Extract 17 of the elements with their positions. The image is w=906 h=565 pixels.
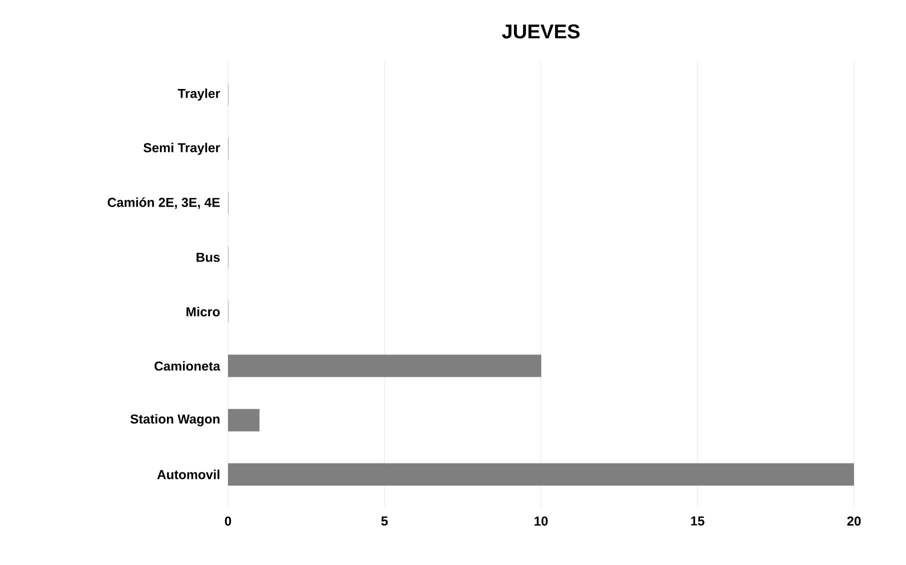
x-tick-label: 0	[224, 516, 232, 526]
bar	[228, 463, 854, 486]
y-tick-label: Micro	[186, 306, 220, 316]
y-tick-label: Semi Trayler	[144, 142, 220, 155]
bar	[228, 408, 260, 432]
y-tick-label: Station Wagon	[130, 414, 220, 426]
y-tick-label: Camión 2E, 3E, 4E	[108, 197, 220, 209]
y-tick-label: Bus	[196, 252, 220, 262]
y-tick-label: Camioneta	[154, 361, 220, 371]
bar	[228, 354, 542, 378]
x-tick-label: 20	[847, 516, 861, 526]
x-tick-label: 15	[691, 516, 704, 526]
y-tick-label: Automovil	[157, 470, 220, 480]
x-tick-label: 5	[381, 516, 388, 526]
x-tick-label: 10	[534, 516, 548, 526]
y-tick-label: Trayler	[178, 88, 220, 101]
chart-title: JUEVES	[502, 24, 580, 38]
